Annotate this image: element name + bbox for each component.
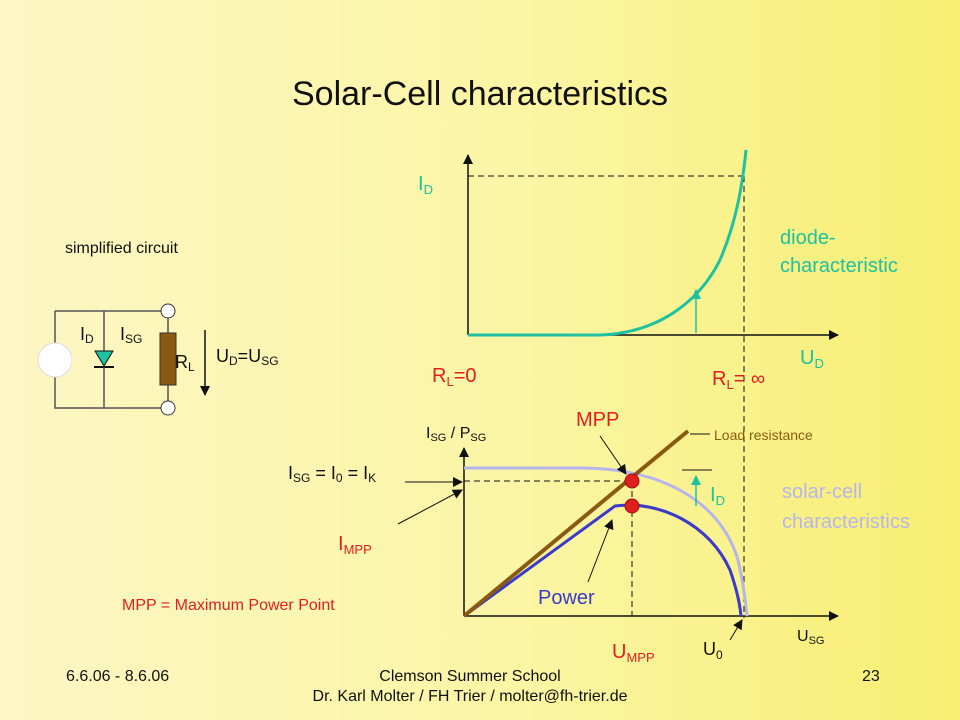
power-pointer-arrow-icon <box>587 519 614 583</box>
circuit-caption: simplified circuit <box>65 240 178 257</box>
mpp-point <box>624 473 640 489</box>
u0-pointer-arrow-icon <box>729 619 743 641</box>
circuit-id-label: ID <box>80 324 94 346</box>
diode-plot-x-label: UD <box>800 347 824 371</box>
impp-label: IMPP <box>338 533 372 557</box>
mpp-definition: MPP = Maximum Power Point <box>122 597 335 614</box>
solar-source-icon <box>37 342 73 378</box>
footer-line2: Dr. Karl Molter / FH Trier / molter@fh-t… <box>313 688 628 705</box>
max-power-point <box>624 498 640 514</box>
diode-icon <box>94 350 114 367</box>
simplified-circuit: simplified circuit ID ISG RL UD=USG <box>37 240 279 416</box>
load-resistance-line <box>462 429 690 618</box>
solar-cell-curve <box>464 466 749 617</box>
solar-id-label: ID <box>710 484 725 508</box>
load-resistance-label: Load resistance <box>714 427 813 443</box>
terminal-top-icon <box>160 303 176 319</box>
umpp-label: UMPP <box>612 641 655 665</box>
diode-curve-label-line1: diode- <box>780 227 836 249</box>
footer-page-number: 23 <box>862 668 880 685</box>
resistor-icon <box>159 332 177 386</box>
isc-label: ISG = I0 = IK <box>288 463 376 485</box>
circuit-ud-usg-label: UD=USG <box>216 346 279 368</box>
footer: 6.6.06 - 8.6.06 Clemson Summer School Dr… <box>66 668 880 705</box>
footer-line1: Clemson Summer School <box>379 668 560 685</box>
solar-plot-y-label: ISG / PSG <box>426 425 486 444</box>
page-title: Solar-Cell characteristics <box>292 75 668 113</box>
circuit-rl-label: RL <box>175 352 195 374</box>
diode-plot-y-label: ID <box>418 173 433 197</box>
solar-curve-label-line1: solar-cell <box>782 481 862 503</box>
footer-date: 6.6.06 - 8.6.06 <box>66 668 169 685</box>
mpp-label: MPP <box>576 409 619 431</box>
u0-label: U0 <box>703 639 723 662</box>
impp-pointer-arrow-icon <box>397 489 463 525</box>
power-label: Power <box>538 587 595 609</box>
power-curve <box>463 503 743 618</box>
solar-curve-label-line2: characteristics <box>782 511 910 533</box>
diode-curve-label-line2: characteristic <box>780 255 898 277</box>
diode-plot: ID UD diode- characteristic RL=0 RL= ∞ <box>418 149 898 618</box>
terminal-bottom-icon <box>160 400 176 416</box>
circuit-isg-label: ISG <box>120 324 142 346</box>
rl-zero-label: RL=0 <box>432 365 477 389</box>
diode-curve <box>468 149 748 337</box>
solar-plot-x-label: USG <box>797 628 824 647</box>
mpp-pointer-arrow-icon <box>599 435 627 475</box>
solar-plot: ISG / PSG USG ISG = I0 = IK IMPP UMPP U0… <box>122 409 910 665</box>
rl-infinite-label: RL= ∞ <box>712 368 765 392</box>
